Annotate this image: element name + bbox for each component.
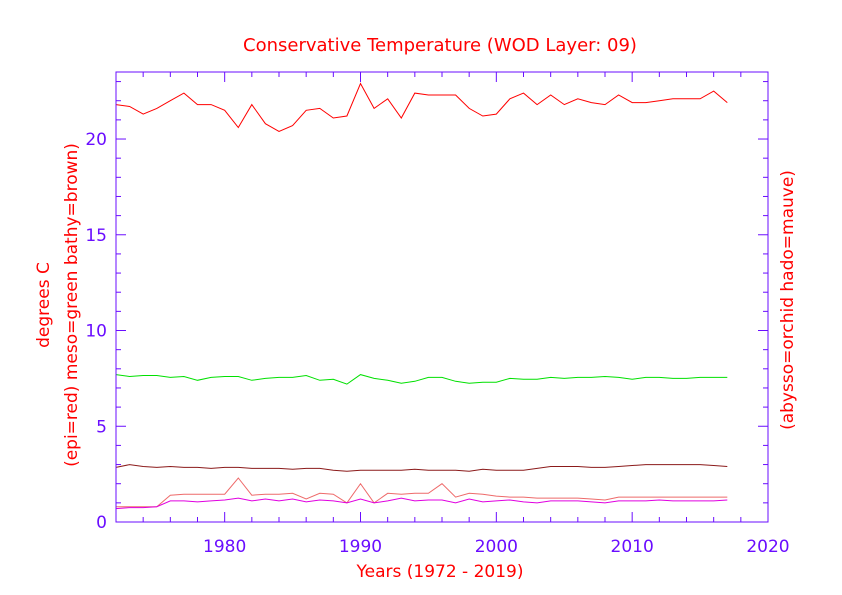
- ticks-layer: 1980 1990 2000 2010 2020 0 5 10 15 20: [85, 72, 790, 557]
- right-axis-label: (abysso=orchid hado=mauve): [778, 170, 798, 430]
- y-tick-label: 10: [85, 322, 107, 342]
- chart-title: Conservative Temperature (WOD Layer: 09): [243, 35, 637, 56]
- y-tick-label: 5: [96, 417, 107, 437]
- x-tick-label: 1980: [203, 537, 246, 557]
- x-axis-label: Years (1972 - 2019): [356, 562, 524, 582]
- y-axis-label-line2: degrees C: [34, 262, 54, 348]
- series-line-bathy: [115, 464, 728, 472]
- x-tick-label: 2000: [475, 537, 518, 557]
- x-tick-label: 2020: [746, 537, 789, 557]
- y-axis-label-line1: (epi=red) meso=green bathy=brown): [62, 143, 82, 467]
- x-tick-label: 2010: [611, 537, 654, 557]
- plot-frame: [115, 71, 769, 523]
- x-tick-label: 1990: [339, 537, 382, 557]
- y-tick-label: 15: [85, 226, 107, 246]
- series-line-hado: [115, 497, 728, 510]
- y-tick-label: 0: [96, 513, 107, 533]
- series-line-epi: [115, 82, 728, 132]
- series-line-meso: [115, 374, 728, 385]
- series-line-abysso: [116, 477, 728, 508]
- series-layer: [115, 82, 728, 510]
- y-tick-label: 20: [85, 130, 107, 150]
